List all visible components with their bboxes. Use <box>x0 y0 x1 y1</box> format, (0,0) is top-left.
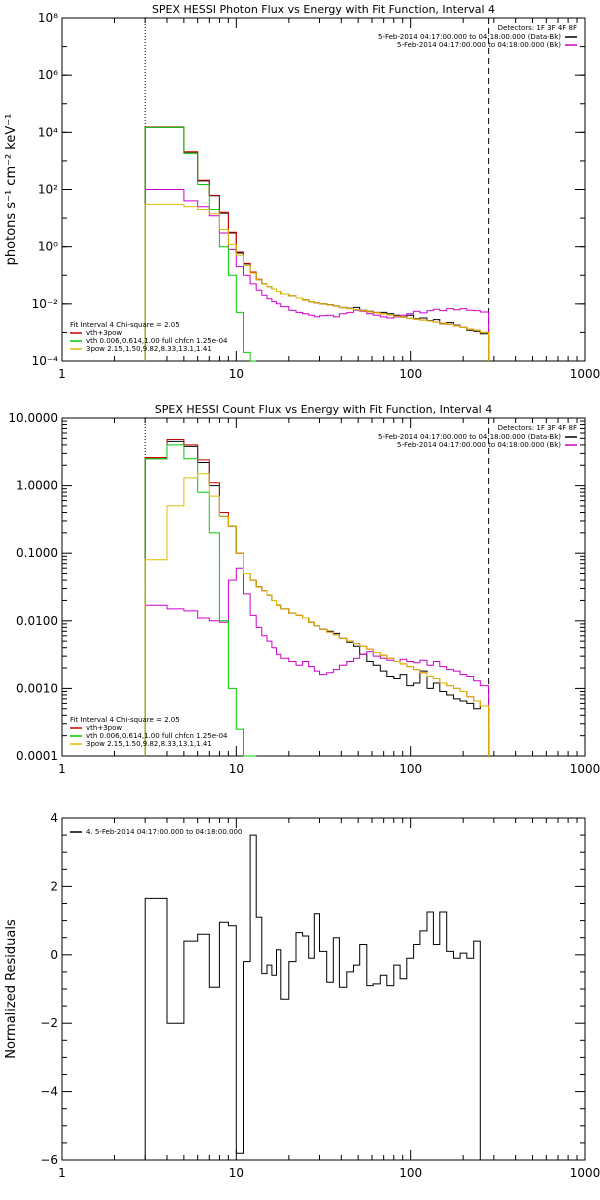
x-tick-label: 10 <box>229 762 244 776</box>
series-data-bk <box>144 440 490 756</box>
legend-header: Detectors: 1F 3F 4F 8F <box>498 424 577 432</box>
legend-entry-text: 4. 5-Feb-2014 04:17:00.000 to 04:18:00.0… <box>86 828 242 836</box>
legend-entry-text: 5-Feb-2014 04:17:00.000 to 04:18:00.000 … <box>378 33 561 41</box>
y-tick-label: 10² <box>38 183 58 197</box>
legend-entry-text: vth+3pow <box>86 724 122 732</box>
legend-top: Detectors: 1F 3F 4F 8F5-Feb-2014 04:17:0… <box>378 424 577 449</box>
legend-entry-text: 3pow 2.15,1.50,9.82,8.33,13.1,1.41 <box>86 345 212 353</box>
y-tick-label: 10⁰ <box>38 240 58 254</box>
x-tick-label: 1000 <box>570 367 600 381</box>
series-3pow <box>144 473 490 756</box>
legend-entry-text: 5-Feb-2014 04:17:00.000 to 04:18:00.000 … <box>397 441 561 449</box>
plot-frame <box>61 17 586 362</box>
plot-frame <box>61 417 586 757</box>
legend-entry-text: 3pow 2.15,1.50,9.82,8.33,13.1,1.41 <box>86 740 212 748</box>
x-tick-label: 1 <box>58 762 66 776</box>
y-tick-label: 10⁴ <box>38 125 58 139</box>
series-3pow <box>144 203 490 361</box>
y-tick-label: 10⁻² <box>32 297 59 311</box>
legend-entry-text: vth+3pow <box>86 329 122 337</box>
x-tick-label: 10 <box>229 1166 244 1180</box>
legend-entry-text: 5-Feb-2014 04:17:00.000 to 04:18:00.000 … <box>378 433 561 441</box>
legend-top: 4. 5-Feb-2014 04:17:00.000 to 04:18:00.0… <box>70 828 242 836</box>
legend-header: Fit Interval 4 Chi-square = 2.05 <box>70 321 180 329</box>
y-tick-label: 10⁻⁴ <box>32 354 59 368</box>
legend-top: Detectors: 1F 3F 4F 8F5-Feb-2014 04:17:0… <box>378 24 577 49</box>
y-tick-label: −2 <box>40 1016 58 1030</box>
legend-entry-text: vth 0.006,0.614,1.00 full chfcn 1.25e-04 <box>86 732 228 740</box>
y-tick-label: 1.0000 <box>16 479 58 493</box>
y-tick-label: −6 <box>40 1153 58 1167</box>
chart-panel-3: Normalized Residuals 1 10 100 1000 −6 −4 −2 0 2 4 4… <box>4 811 600 1180</box>
y-axis-label: photons s⁻¹ cm⁻² keV⁻¹ <box>4 114 19 266</box>
x-tick-label: 1 <box>58 1166 66 1180</box>
y-tick-label: 0 <box>50 948 58 962</box>
plot-frame <box>61 817 586 1161</box>
legend-header: Detectors: 1F 3F 4F 8F <box>498 24 577 32</box>
series-data-bk <box>144 126 490 361</box>
y-tick-label: 2 <box>50 879 58 893</box>
y-tick-label: 0.1000 <box>16 546 58 560</box>
series-vth-3pow <box>144 126 490 361</box>
y-tick-label: 10⁶ <box>38 68 58 82</box>
x-tick-label: 100 <box>399 762 422 776</box>
y-tick-label: 10.0000 <box>8 411 58 425</box>
x-tick-label: 1000 <box>570 1166 600 1180</box>
y-tick-label: 0.0010 <box>16 681 58 695</box>
legend-bottom: Fit Interval 4 Chi-square = 2.05vth+3pow… <box>70 321 228 353</box>
x-tick-label: 1 <box>58 367 66 381</box>
x-tick-label: 1000 <box>570 762 600 776</box>
x-tick-label: 100 <box>399 367 422 381</box>
series-vth <box>144 444 257 757</box>
legend-entry-text: vth 0.006,0.614,1.00 full chfcn 1.25e-04 <box>86 337 228 345</box>
y-axis-label: Normalized Residuals <box>4 919 19 1059</box>
legend-header: Fit Interval 4 Chi-square = 2.05 <box>70 716 180 724</box>
series-bk <box>144 567 490 756</box>
chart-title: SPEX HESSI Photon Flux vs Energy with Fi… <box>152 3 495 16</box>
series-residuals <box>144 834 481 1160</box>
chart-panel-2: SPEX HESSI Count Flux vs Energy with Fit… <box>8 403 600 776</box>
x-tick-label: 10 <box>229 367 244 381</box>
series-vth-3pow <box>144 439 490 756</box>
y-tick-label: 0.0100 <box>16 614 58 628</box>
y-tick-label: 10⁸ <box>38 11 58 25</box>
x-tick-label: 100 <box>399 1166 422 1180</box>
series-bk <box>144 189 490 361</box>
y-tick-label: 4 <box>50 811 58 825</box>
y-tick-label: 0.0001 <box>16 749 58 763</box>
legend-entry-text: 5-Feb-2014 04:17:00.000 to 04:18:00.000 … <box>397 41 561 49</box>
legend-bottom: Fit Interval 4 Chi-square = 2.05vth+3pow… <box>70 716 228 748</box>
chart-title: SPEX HESSI Count Flux vs Energy with Fit… <box>155 403 492 416</box>
y-tick-label: −4 <box>40 1085 58 1099</box>
chart-panel-1: SPEX HESSI Photon Flux vs Energy with Fi… <box>4 3 600 381</box>
